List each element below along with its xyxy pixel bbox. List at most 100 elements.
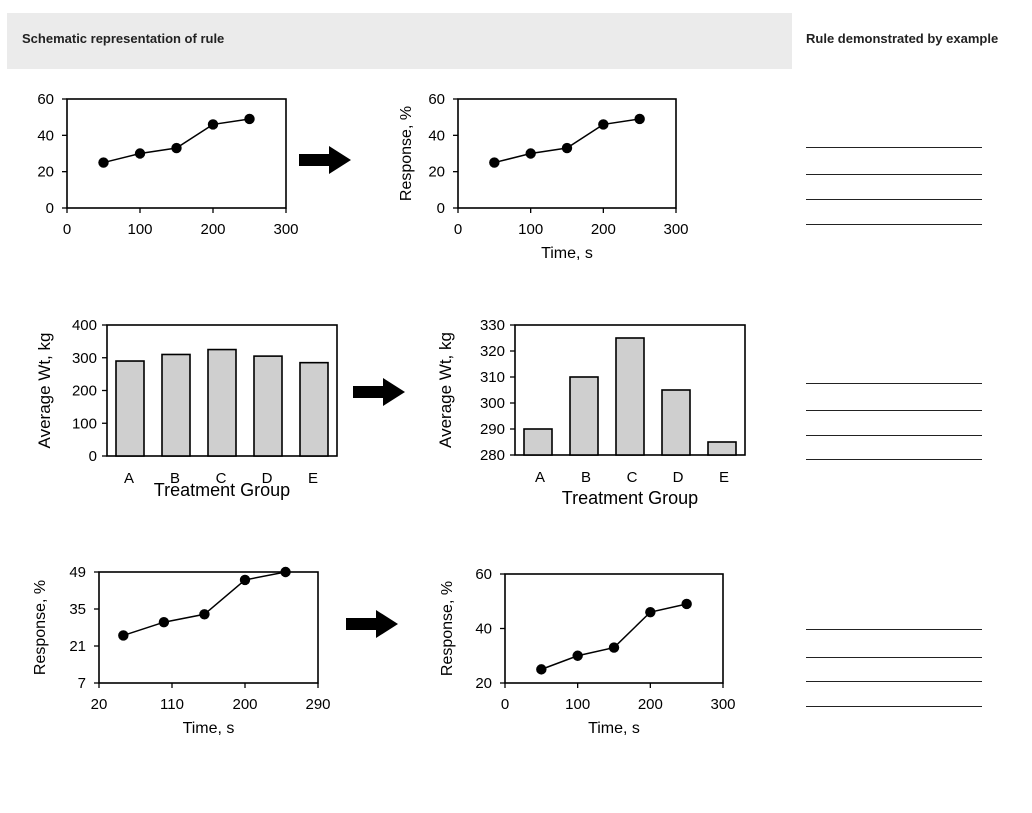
data-point bbox=[525, 148, 536, 159]
y-tick-label: 7 bbox=[78, 675, 86, 692]
x-tick-label: 200 bbox=[638, 696, 663, 713]
plot-frame bbox=[457, 98, 677, 209]
answer-line[interactable] bbox=[806, 199, 982, 200]
y-tick-label: 60 bbox=[475, 566, 492, 583]
data-point bbox=[171, 142, 182, 154]
answer-line[interactable] bbox=[806, 174, 982, 175]
y-axis-title: Average Wt, kg bbox=[436, 332, 455, 448]
arrow-right-icon bbox=[346, 610, 398, 638]
y-tick-label: 100 bbox=[72, 415, 97, 432]
x-tick-label: 0 bbox=[501, 696, 509, 713]
answer-line[interactable] bbox=[806, 147, 982, 148]
answer-line[interactable] bbox=[806, 657, 982, 658]
y-tick-label: 310 bbox=[480, 369, 505, 386]
x-axis-title: Time, s bbox=[588, 720, 640, 737]
data-point bbox=[280, 566, 291, 578]
bar bbox=[523, 428, 553, 456]
x-tick-label: 200 bbox=[232, 696, 257, 713]
bar bbox=[707, 441, 737, 456]
data-point bbox=[489, 157, 500, 168]
rule-example-header: Rule demonstrated by example bbox=[806, 31, 999, 46]
x-category-label: C bbox=[216, 470, 227, 487]
y-tick-label: 60 bbox=[37, 91, 54, 108]
x-axis-title: Treatment Group bbox=[154, 480, 290, 500]
x-category-label: E bbox=[308, 470, 318, 487]
answer-line[interactable] bbox=[806, 629, 982, 630]
x-tick-label: 300 bbox=[663, 221, 688, 238]
y-axis-title: Average Wt, kg bbox=[35, 333, 54, 449]
arrow-right-icon bbox=[299, 146, 351, 174]
x-axis-title: Time, s bbox=[183, 720, 235, 737]
x-tick-label: 100 bbox=[127, 221, 152, 238]
y-tick-label: 40 bbox=[37, 127, 54, 144]
y-tick-label: 40 bbox=[428, 127, 445, 144]
y-tick-label: 35 bbox=[69, 601, 86, 618]
answer-line[interactable] bbox=[806, 410, 982, 411]
x-tick-label: 100 bbox=[518, 221, 543, 238]
data-point bbox=[536, 664, 547, 675]
answer-line[interactable] bbox=[806, 224, 982, 225]
plot-frame bbox=[66, 98, 287, 209]
y-tick-label: 0 bbox=[437, 200, 445, 217]
answer-line[interactable] bbox=[806, 459, 982, 460]
x-tick-label: 300 bbox=[710, 696, 735, 713]
x-tick-label: 200 bbox=[591, 221, 616, 238]
x-category-label: A bbox=[124, 470, 134, 487]
bar bbox=[115, 360, 145, 457]
data-point bbox=[199, 609, 210, 620]
data-point bbox=[207, 119, 219, 130]
series-line bbox=[123, 571, 286, 637]
x-category-label: A bbox=[535, 469, 545, 486]
y-tick-label: 20 bbox=[428, 164, 445, 181]
y-tick-label: 290 bbox=[480, 421, 505, 438]
data-point bbox=[681, 598, 692, 610]
series-line bbox=[541, 603, 687, 671]
y-tick-label: 200 bbox=[72, 383, 97, 400]
plot-frame bbox=[98, 571, 319, 684]
x-category-label: D bbox=[673, 469, 684, 486]
y-tick-label: 330 bbox=[480, 317, 505, 334]
bar bbox=[299, 361, 329, 457]
arrow-right-icon bbox=[353, 378, 405, 406]
data-point bbox=[98, 157, 109, 168]
data-point bbox=[158, 617, 170, 628]
data-point bbox=[118, 630, 129, 641]
x-tick-label: 100 bbox=[565, 696, 590, 713]
y-tick-label: 20 bbox=[37, 164, 54, 181]
answer-line[interactable] bbox=[806, 681, 982, 682]
bar bbox=[615, 337, 645, 456]
bar bbox=[207, 348, 237, 457]
data-point bbox=[572, 650, 583, 661]
bar bbox=[569, 376, 599, 456]
y-tick-label: 20 bbox=[475, 675, 492, 692]
y-tick-label: 400 bbox=[72, 317, 97, 334]
x-category-label: C bbox=[627, 469, 638, 486]
x-category-label: B bbox=[581, 469, 591, 486]
answer-line[interactable] bbox=[806, 706, 982, 707]
schematic-header: Schematic representation of rule bbox=[7, 13, 792, 69]
x-tick-label: 20 bbox=[91, 696, 108, 713]
x-tick-label: 110 bbox=[160, 696, 184, 713]
bar bbox=[661, 389, 691, 456]
schematic-header-title: Schematic representation of rule bbox=[22, 31, 225, 46]
data-point bbox=[134, 148, 146, 159]
y-tick-label: 300 bbox=[480, 395, 505, 412]
y-tick-label: 300 bbox=[72, 350, 97, 367]
data-point bbox=[561, 142, 573, 154]
y-axis-title: Response, % bbox=[398, 106, 415, 201]
x-category-label: B bbox=[170, 470, 180, 487]
answer-line[interactable] bbox=[806, 383, 982, 384]
data-point bbox=[608, 642, 620, 653]
y-tick-label: 60 bbox=[428, 91, 445, 108]
series-line bbox=[494, 118, 640, 164]
y-tick-label: 0 bbox=[89, 448, 97, 465]
y-axis-title: Response, % bbox=[32, 580, 49, 675]
data-point bbox=[239, 574, 251, 586]
answer-line[interactable] bbox=[806, 435, 982, 436]
bar bbox=[253, 355, 283, 457]
x-tick-label: 0 bbox=[454, 221, 462, 238]
y-tick-label: 0 bbox=[46, 200, 54, 217]
y-tick-label: 320 bbox=[480, 343, 505, 360]
y-tick-label: 49 bbox=[69, 564, 86, 581]
